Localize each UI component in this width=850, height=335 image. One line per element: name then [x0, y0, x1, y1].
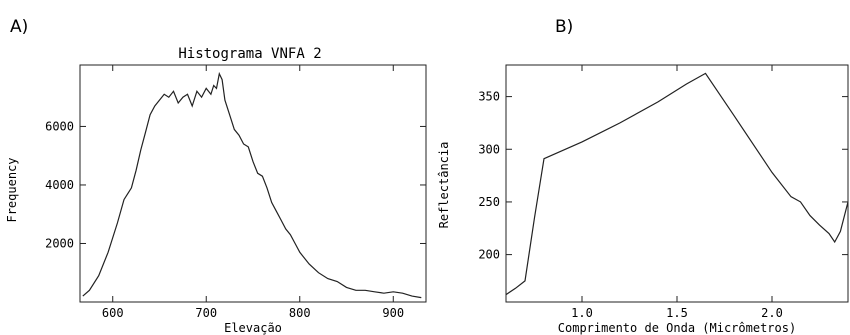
chart-a-x-tick-label: 700	[195, 306, 217, 320]
chart-b-x-axis-label: Comprimento de Onda (Micrômetros)	[558, 321, 796, 335]
chart-b-x-tick-label: 2.0	[761, 306, 783, 320]
reflectance-chart: 1.0 1.5 2.0 200 250 300 350 Comprimento de Ond…	[437, 64, 849, 335]
chart-b-y-tick-label: 200	[478, 248, 500, 262]
chart-a-title: Histograma VNFA 2	[178, 46, 321, 62]
chart-a-x-tick-label: 600	[102, 306, 124, 320]
chart-a-plot-frame	[79, 64, 427, 303]
chart-b-x-tick-label: 1.5	[666, 306, 688, 320]
chart-a-y-tick-label: 6000	[45, 119, 74, 133]
chart-a-y-tick-label: 2000	[45, 236, 74, 250]
chart-a-y-axis-label: Frequency	[5, 157, 19, 222]
chart-b-series-line	[505, 72, 849, 296]
chart-b-y-tick-label: 300	[478, 142, 500, 156]
panel-label-b: B)	[555, 17, 573, 37]
chart-a-y-tick-label: 4000	[45, 178, 74, 192]
chart-b-x-tick-label: 1.0	[571, 306, 593, 320]
chart-b-y-tick-label: 250	[478, 195, 500, 209]
chart-a-series-line	[82, 71, 422, 299]
chart-a-x-tick-label: 800	[289, 306, 311, 320]
histogram-chart: Histograma VNFA 2 600 700 800 900 2000 4000 60…	[5, 46, 427, 335]
chart-a-x-axis-label: Elevação	[224, 321, 282, 335]
chart-a-x-tick-label: 900	[382, 306, 404, 320]
chart-b-y-tick-label: 350	[478, 90, 500, 104]
chart-b-y-axis-label: Reflectância	[437, 142, 451, 229]
panel-label-a: A)	[10, 17, 28, 37]
chart-b-plot-frame	[505, 64, 849, 303]
